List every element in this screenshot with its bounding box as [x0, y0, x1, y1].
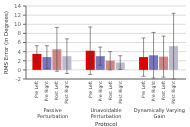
svg-text:2: 2	[18, 58, 22, 64]
svg-text:Protocol: Protocol	[95, 121, 118, 127]
svg-text:Post Right: Post Right	[64, 81, 69, 104]
svg-text:UnavoidablePerturbation: UnavoidablePerturbation	[90, 107, 121, 119]
svg-text:12: 12	[14, 12, 21, 18]
svg-text:8: 8	[18, 30, 22, 36]
svg-text:RMS Error (in Degrees): RMS Error (in Degrees)	[8, 11, 10, 74]
svg-text:14: 14	[14, 3, 21, 9]
svg-text:Pre Right: Pre Right	[98, 81, 103, 102]
svg-text:Pre Left: Pre Left	[34, 81, 39, 98]
svg-text:Pre Right: Pre Right	[151, 81, 156, 102]
svg-text:Post Left: Post Left	[161, 81, 166, 101]
svg-text:Post Left: Post Left	[108, 81, 113, 101]
svg-text:-2: -2	[16, 76, 21, 82]
svg-text:Post Right: Post Right	[171, 81, 176, 104]
svg-text:Post Left: Post Left	[54, 81, 59, 101]
svg-text:PassivePerturbation: PassivePerturbation	[37, 107, 68, 119]
svg-text:Dynamically VaryingGain: Dynamically VaryingGain	[134, 107, 182, 119]
svg-text:Pre Left: Pre Left	[141, 81, 146, 98]
svg-text:Post Right: Post Right	[118, 81, 123, 104]
svg-text:Pre Left: Pre Left	[88, 81, 93, 98]
svg-text:Pre Right: Pre Right	[44, 81, 49, 102]
svg-text:4: 4	[18, 49, 22, 55]
svg-text:0: 0	[18, 67, 22, 73]
svg-text:10: 10	[14, 21, 21, 27]
svg-text:6: 6	[18, 39, 22, 45]
